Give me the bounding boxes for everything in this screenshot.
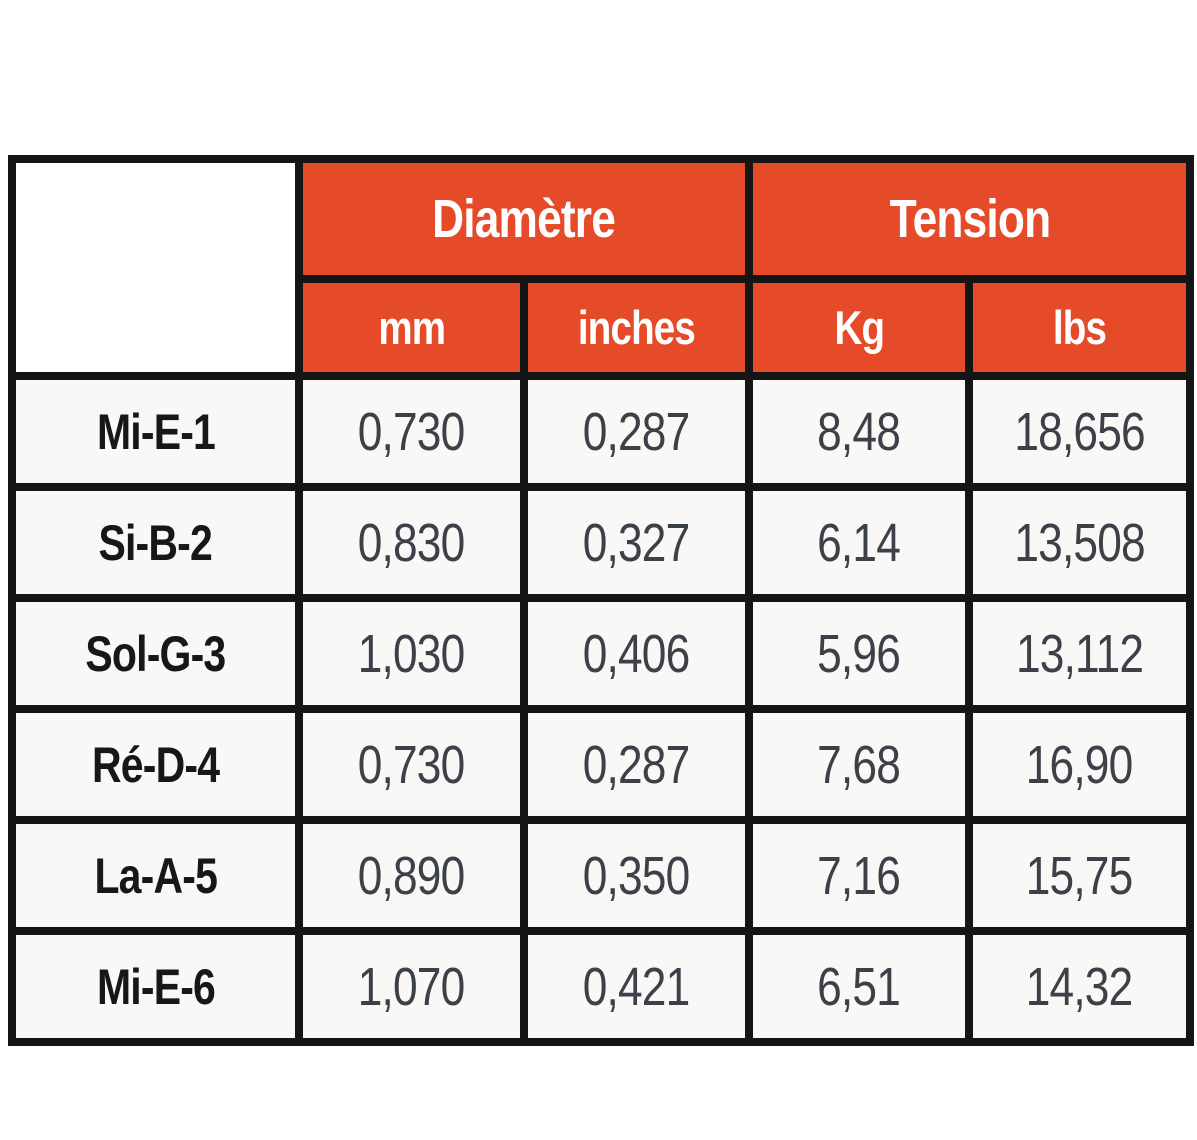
- cell-kg: 6,51: [745, 927, 974, 1046]
- table-row: Mi-E-6 1,070 0,421 6,51 14,32: [8, 927, 1195, 1046]
- corner-spacer: [8, 155, 303, 380]
- row-label: Mi-E-1: [8, 372, 303, 491]
- cell-lbs: 15,75: [965, 816, 1195, 935]
- cell-kg: 7,68: [745, 705, 974, 824]
- cell-mm: 0,730: [295, 705, 528, 824]
- row-label: La-A-5: [8, 816, 303, 935]
- cell-inches: 0,327: [519, 483, 754, 602]
- column-group-diametre-label: Diamètre: [432, 189, 617, 249]
- cell-lbs: 13,112: [965, 594, 1195, 713]
- cell-mm: 0,890: [295, 816, 528, 935]
- column-header-kg: Kg: [745, 275, 974, 380]
- subheader-row: mm inches Kg lbs: [12, 275, 1195, 380]
- table-row: La-A-5 0,890 0,350 7,16 15,75: [8, 816, 1195, 935]
- cell-kg: 8,48: [745, 372, 974, 491]
- table-row: Si-B-2 0,830 0,327 6,14 13,508: [8, 483, 1195, 602]
- row-label: Mi-E-6: [8, 927, 303, 1046]
- cell-kg: 7,16: [745, 816, 974, 935]
- cell-mm: 0,830: [295, 483, 528, 602]
- table-row: Sol-G-3 1,030 0,406 5,96 13,112: [8, 594, 1195, 713]
- cell-inches: 0,406: [519, 594, 754, 713]
- column-header-inches: inches: [519, 275, 754, 380]
- cell-mm: 0,730: [295, 372, 528, 491]
- cell-lbs: 18,656: [965, 372, 1195, 491]
- cell-inches: 0,421: [519, 927, 754, 1046]
- table-row: Ré-D-4 0,730 0,287 7,68 16,90: [8, 705, 1195, 824]
- cell-kg: 6,14: [745, 483, 974, 602]
- cell-mm: 1,070: [295, 927, 528, 1046]
- cell-lbs: 13,508: [965, 483, 1195, 602]
- column-header-lbs: lbs: [965, 275, 1195, 380]
- cell-mm: 1,030: [295, 594, 528, 713]
- table-row: Mi-E-1 0,730 0,287 8,48 18,656: [8, 372, 1195, 491]
- cell-inches: 0,287: [519, 705, 754, 824]
- header-group-row: Diamètre Tension: [8, 155, 1195, 380]
- row-label: Si-B-2: [8, 483, 303, 602]
- column-header-mm: mm: [295, 275, 528, 380]
- row-label: Ré-D-4: [8, 705, 303, 824]
- cell-inches: 0,350: [519, 816, 754, 935]
- cell-lbs: 14,32: [965, 927, 1195, 1046]
- cell-inches: 0,287: [519, 372, 754, 491]
- column-group-tension: Tension: [745, 155, 1195, 283]
- cell-lbs: 16,90: [965, 705, 1195, 824]
- column-group-diametre: Diamètre: [294, 155, 754, 283]
- row-label: Sol-G-3: [8, 594, 303, 713]
- string-spec-table: Diamètre Tension mm inches Kg lbs Mi-E-1…: [8, 155, 1195, 1046]
- column-group-tension-label: Tension: [889, 189, 1051, 249]
- cell-kg: 5,96: [745, 594, 974, 713]
